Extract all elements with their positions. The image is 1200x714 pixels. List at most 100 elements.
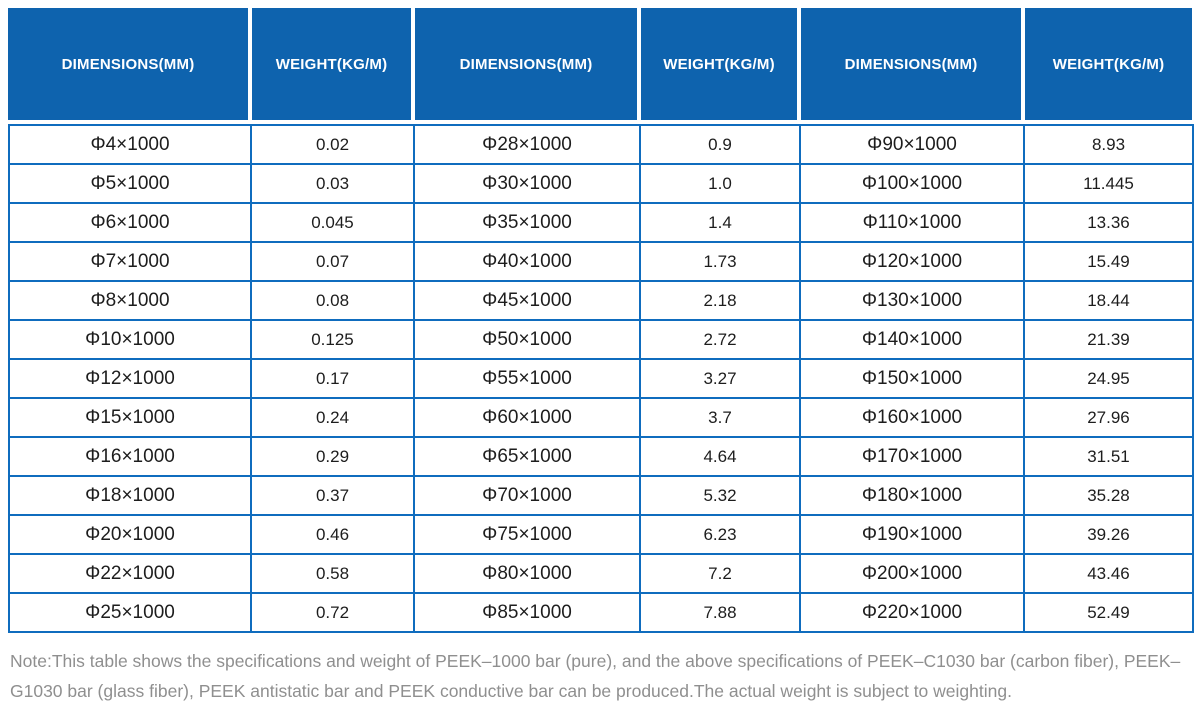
weight-cell: 27.96 xyxy=(1023,397,1194,438)
weight-cell: 0.9 xyxy=(639,124,801,165)
dimension-cell: Φ35×1000 xyxy=(413,202,641,243)
weight-cell: 7.88 xyxy=(639,592,801,633)
note-text: Note:This table shows the specifications… xyxy=(10,651,1181,701)
dimension-cell: Φ4×1000 xyxy=(8,124,252,165)
dimension-cell: Φ70×1000 xyxy=(413,475,641,516)
dimension-cell: Φ10×1000 xyxy=(8,319,252,360)
weight-cell: 3.27 xyxy=(639,358,801,399)
table-row: Φ10×1000 0.125 Φ50×1000 2.72 Φ140×1000 21.39 xyxy=(8,319,1194,360)
dimension-cell: Φ200×1000 xyxy=(799,553,1025,594)
dimension-cell: Φ190×1000 xyxy=(799,514,1025,555)
weight-cell: 43.46 xyxy=(1023,553,1194,594)
weight-cell: 0.37 xyxy=(250,475,415,516)
column-header-weight-3: WEIGHT(KG/M) xyxy=(1025,8,1192,120)
dimension-cell: Φ130×1000 xyxy=(799,280,1025,321)
dimension-cell: Φ110×1000 xyxy=(799,202,1025,243)
weight-cell: 3.7 xyxy=(639,397,801,438)
weight-cell: 0.07 xyxy=(250,241,415,282)
table-row: Φ25×1000 0.72 Φ85×1000 7.88 Φ220×1000 52.49 xyxy=(8,592,1194,633)
table-row: Φ16×1000 0.29 Φ65×1000 4.64 Φ170×1000 31.51 xyxy=(8,436,1194,477)
weight-cell: 0.72 xyxy=(250,592,415,633)
dimension-cell: Φ45×1000 xyxy=(413,280,641,321)
weight-cell: 0.24 xyxy=(250,397,415,438)
weight-cell: 1.4 xyxy=(639,202,801,243)
table-row: Φ22×1000 0.58 Φ80×1000 7.2 Φ200×1000 43.46 xyxy=(8,553,1194,594)
dimension-cell: Φ16×1000 xyxy=(8,436,252,477)
weight-cell: 8.93 xyxy=(1023,124,1194,165)
table-row: Φ8×1000 0.08 Φ45×1000 2.18 Φ130×1000 18.44 xyxy=(8,280,1194,321)
dimension-cell: Φ220×1000 xyxy=(799,592,1025,633)
weight-cell: 0.08 xyxy=(250,280,415,321)
dimension-cell: Φ8×1000 xyxy=(8,280,252,321)
weight-cell: 0.03 xyxy=(250,163,415,204)
weight-cell: 35.28 xyxy=(1023,475,1194,516)
dimension-cell: Φ60×1000 xyxy=(413,397,641,438)
dimension-cell: Φ20×1000 xyxy=(8,514,252,555)
weight-cell: 7.2 xyxy=(639,553,801,594)
weight-cell: 15.49 xyxy=(1023,241,1194,282)
dimension-cell: Φ65×1000 xyxy=(413,436,641,477)
weight-cell: 18.44 xyxy=(1023,280,1194,321)
weight-cell: 2.72 xyxy=(639,319,801,360)
dimension-cell: Φ15×1000 xyxy=(8,397,252,438)
table-row: Φ4×1000 0.02 Φ28×1000 0.9 Φ90×1000 8.93 xyxy=(8,124,1194,165)
dimension-cell: Φ160×1000 xyxy=(799,397,1025,438)
dimension-cell: Φ90×1000 xyxy=(799,124,1025,165)
weight-cell: 5.32 xyxy=(639,475,801,516)
column-header-dimensions-1: DIMENSIONS(MM) xyxy=(8,8,248,120)
weight-cell: 6.23 xyxy=(639,514,801,555)
weight-cell: 1.0 xyxy=(639,163,801,204)
weight-cell: 24.95 xyxy=(1023,358,1194,399)
table-row: Φ12×1000 0.17 Φ55×1000 3.27 Φ150×1000 24.95 xyxy=(8,358,1194,399)
weight-cell: 2.18 xyxy=(639,280,801,321)
weight-cell: 0.46 xyxy=(250,514,415,555)
weight-cell: 0.29 xyxy=(250,436,415,477)
weight-cell: 0.125 xyxy=(250,319,415,360)
table-row: Φ5×1000 0.03 Φ30×1000 1.0 Φ100×1000 11.445 xyxy=(8,163,1194,204)
dimension-cell: Φ80×1000 xyxy=(413,553,641,594)
table-row: Φ15×1000 0.24 Φ60×1000 3.7 Φ160×1000 27.96 xyxy=(8,397,1194,438)
column-header-weight-1: WEIGHT(KG/M) xyxy=(252,8,411,120)
dimension-cell: Φ5×1000 xyxy=(8,163,252,204)
weight-cell: 0.045 xyxy=(250,202,415,243)
dimension-cell: Φ55×1000 xyxy=(413,358,641,399)
dimension-cell: Φ150×1000 xyxy=(799,358,1025,399)
table-row: Φ18×1000 0.37 Φ70×1000 5.32 Φ180×1000 35.28 xyxy=(8,475,1194,516)
dimension-cell: Φ7×1000 xyxy=(8,241,252,282)
dimension-cell: Φ180×1000 xyxy=(799,475,1025,516)
dimension-cell: Φ22×1000 xyxy=(8,553,252,594)
dimension-cell: Φ28×1000 xyxy=(413,124,641,165)
dimension-cell: Φ50×1000 xyxy=(413,319,641,360)
weight-cell: 1.73 xyxy=(639,241,801,282)
dimension-cell: Φ140×1000 xyxy=(799,319,1025,360)
dimension-cell: Φ85×1000 xyxy=(413,592,641,633)
weight-cell: 31.51 xyxy=(1023,436,1194,477)
dimension-cell: Φ12×1000 xyxy=(8,358,252,399)
dimension-cell: Φ18×1000 xyxy=(8,475,252,516)
dimension-cell: Φ170×1000 xyxy=(799,436,1025,477)
weight-cell: 0.02 xyxy=(250,124,415,165)
weight-cell: 52.49 xyxy=(1023,592,1194,633)
dimension-cell: Φ120×1000 xyxy=(799,241,1025,282)
weight-cell: 39.26 xyxy=(1023,514,1194,555)
table-body: Φ4×1000 0.02 Φ28×1000 0.9 Φ90×1000 8.93 Φ5×100… xyxy=(8,124,1194,633)
weight-cell: 4.64 xyxy=(639,436,801,477)
dimension-cell: Φ25×1000 xyxy=(8,592,252,633)
weight-cell: 0.58 xyxy=(250,553,415,594)
dimension-cell: Φ6×1000 xyxy=(8,202,252,243)
weight-cell: 21.39 xyxy=(1023,319,1194,360)
table-row: Φ6×1000 0.045 Φ35×1000 1.4 Φ110×1000 13.36 xyxy=(8,202,1194,243)
weight-cell: 0.17 xyxy=(250,358,415,399)
weight-cell: 11.445 xyxy=(1023,163,1194,204)
dimension-cell: Φ30×1000 xyxy=(413,163,641,204)
table-row: Φ20×1000 0.46 Φ75×1000 6.23 Φ190×1000 39.26 xyxy=(8,514,1194,555)
dimension-cell: Φ75×1000 xyxy=(413,514,641,555)
weight-cell: 13.36 xyxy=(1023,202,1194,243)
column-header-dimensions-3: DIMENSIONS(MM) xyxy=(801,8,1021,120)
table-row: Φ7×1000 0.07 Φ40×1000 1.73 Φ120×1000 15.49 xyxy=(8,241,1194,282)
peek-bar-spec-table: DIMENSIONS(MM) WEIGHT(KG/M) DIMENSIONS(M… xyxy=(8,8,1194,633)
dimension-cell: Φ100×1000 xyxy=(799,163,1025,204)
dimension-cell: Φ40×1000 xyxy=(413,241,641,282)
table-header-row: DIMENSIONS(MM) WEIGHT(KG/M) DIMENSIONS(M… xyxy=(8,8,1192,120)
